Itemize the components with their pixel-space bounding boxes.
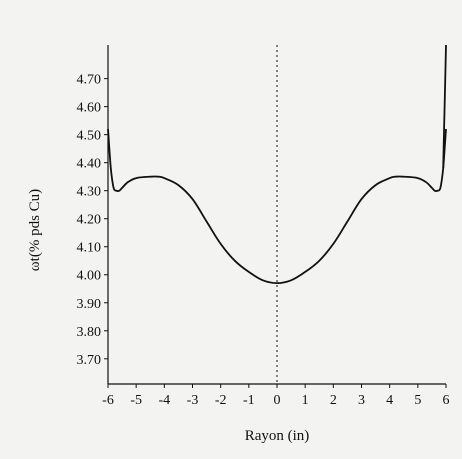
y-tick-label: 3.90 [77,297,102,312]
x-tick-label: -3 [187,393,199,408]
y-tick-label: 4.50 [77,129,102,144]
x-tick-label: 0 [274,393,281,408]
y-tick-label: 4.10 [77,241,102,256]
x-axis-label: Rayon (in) [245,428,310,444]
x-tick-label: 2 [330,393,337,408]
x-tick-label: -1 [243,393,255,408]
plot-area [107,44,447,385]
x-tick-label: -2 [215,393,227,408]
x-tick-label: 1 [302,393,309,408]
x-tick-label: -5 [130,393,142,408]
series-line-1 [442,44,447,169]
x-tick-label: -4 [158,393,170,408]
y-tick-label: 4.00 [77,269,102,284]
x-tick-label: 3 [358,393,365,408]
x-tick-label: -6 [102,393,114,408]
tick-layer: 3.70 3.80 3.90 4.00 4.10 4.20 4.30 4.40 4.50 4.60… [77,73,450,408]
y-tick-label: 3.70 [77,353,102,368]
y-axis-label: ωt(% pds Cu) [27,189,43,271]
y-tick-label: 3.80 [77,325,102,340]
y-tick-label: 4.30 [77,185,102,200]
y-tick-label: 4.70 [77,73,102,88]
y-tick-label: 4.20 [77,213,102,228]
x-tick-label: 5 [414,393,421,408]
y-tick-label: 4.60 [77,101,102,116]
y-tick-label: 4.40 [77,157,102,172]
x-tick-label: 4 [386,393,393,408]
x-tick-label: 6 [443,393,450,408]
series-line-0 [107,128,447,284]
